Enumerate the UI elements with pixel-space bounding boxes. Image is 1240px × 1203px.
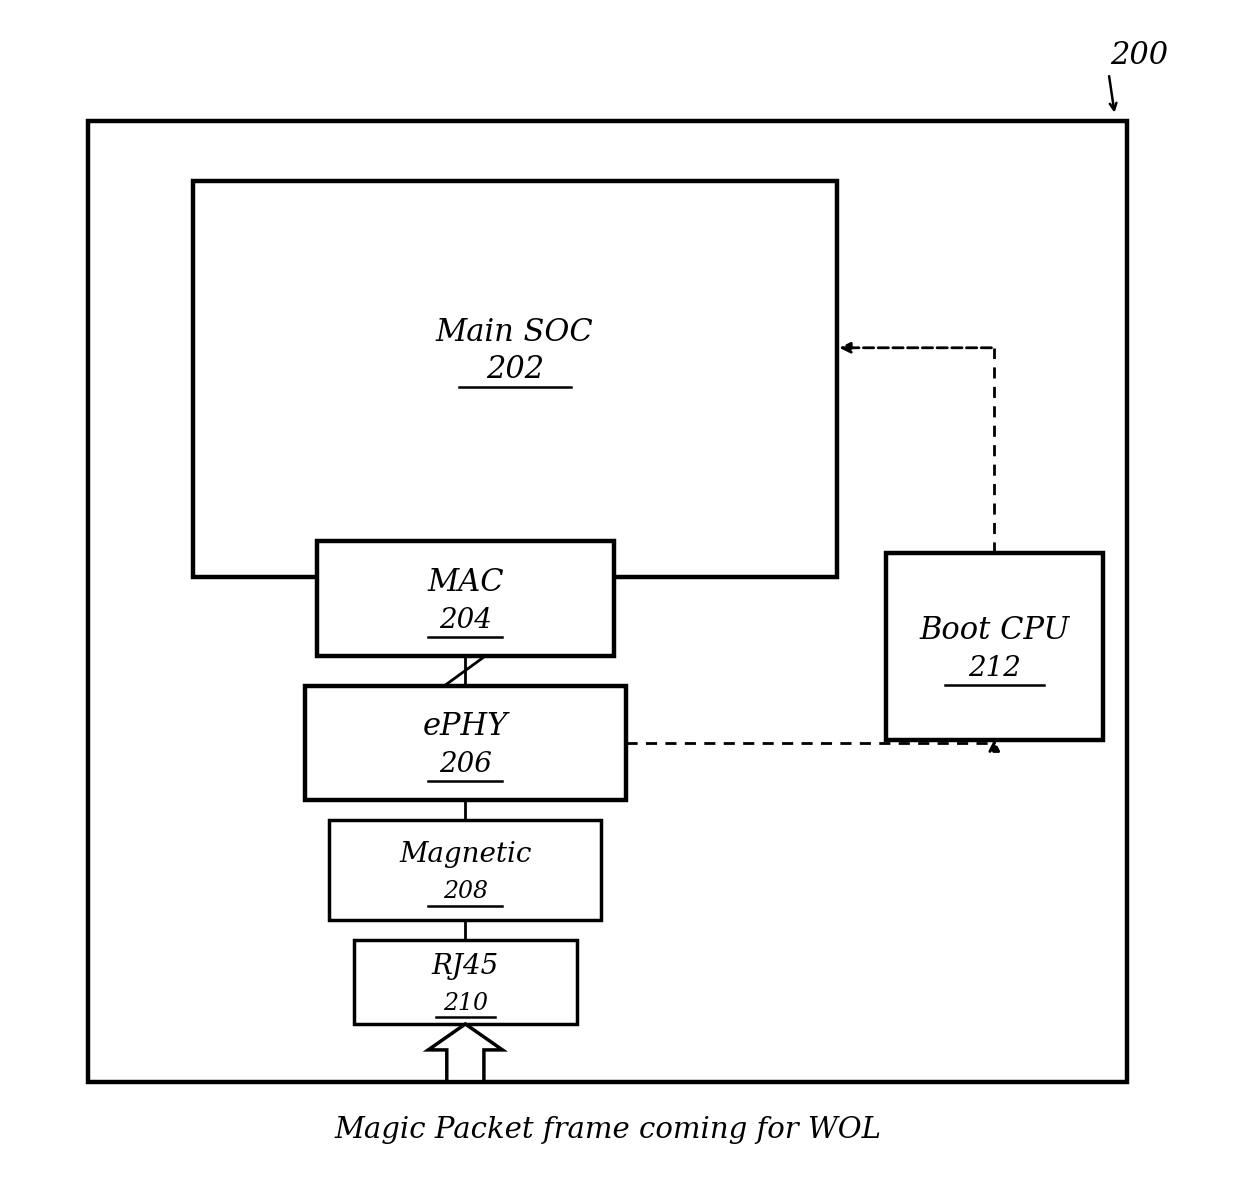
Bar — [887, 553, 1102, 740]
Text: Boot CPU: Boot CPU — [919, 616, 1069, 646]
Bar — [193, 182, 837, 577]
Text: 208: 208 — [443, 879, 487, 903]
Text: RJ45: RJ45 — [432, 953, 498, 980]
Bar — [353, 940, 577, 1024]
Text: Main SOC: Main SOC — [436, 316, 594, 348]
Text: 204: 204 — [439, 606, 492, 634]
Bar — [317, 541, 614, 656]
Text: 202: 202 — [486, 354, 544, 385]
Text: Magnetic: Magnetic — [399, 841, 532, 867]
Bar — [88, 122, 1127, 1081]
Polygon shape — [428, 1024, 502, 1081]
Text: 212: 212 — [968, 654, 1021, 682]
Bar — [305, 686, 626, 800]
Text: 210: 210 — [443, 992, 487, 1015]
Text: 206: 206 — [439, 751, 492, 777]
Bar — [330, 820, 601, 919]
Text: ePHY: ePHY — [423, 711, 508, 742]
Text: 200: 200 — [1111, 40, 1168, 71]
Text: Magic Packet frame coming for WOL: Magic Packet frame coming for WOL — [334, 1115, 882, 1144]
Text: MAC: MAC — [427, 568, 503, 598]
